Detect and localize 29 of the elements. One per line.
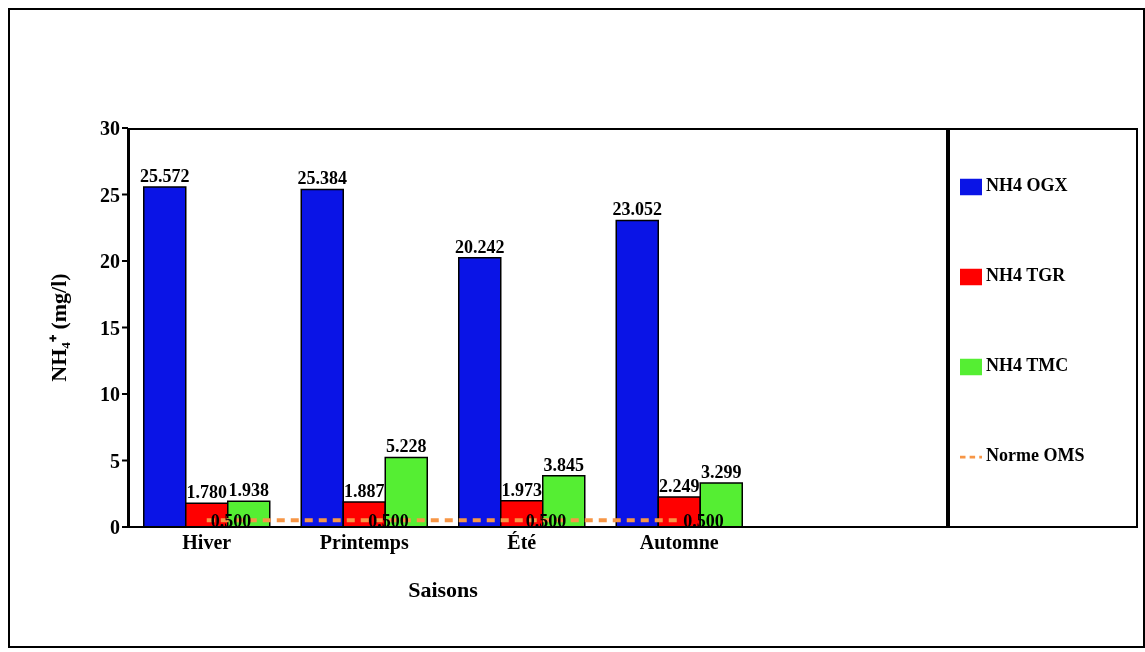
y-tick-label: 0: [110, 516, 120, 539]
legend-label: NH4 OGX: [986, 175, 1068, 195]
legend-label: NH4 TMC: [986, 355, 1069, 375]
data-label: 3.299: [701, 462, 742, 483]
legend-label: NH4 TGR: [986, 265, 1066, 285]
data-label: 1.780: [186, 482, 227, 503]
x-tick-label: Automne: [639, 531, 719, 554]
y-tick-label: 30: [100, 117, 120, 140]
data-label: 3.845: [543, 454, 584, 475]
x-tick-label: Été: [507, 531, 537, 554]
data-label: 1.973: [501, 479, 542, 500]
legend-label: Norme OMS: [986, 445, 1085, 465]
data-label: 25.572: [140, 165, 190, 186]
data-label: 25.384: [297, 168, 347, 189]
data-label: 20.242: [455, 236, 505, 257]
y-tick-label: 20: [100, 250, 120, 273]
x-tick-label: Hiver: [182, 531, 232, 554]
data-label: 1.938: [228, 480, 269, 501]
y-tick-label: 5: [110, 449, 120, 472]
y-tick-label: 10: [100, 383, 120, 406]
data-label: 5.228: [386, 436, 427, 457]
data-label: 23.052: [612, 199, 662, 220]
y-axis-title: NH₄⁺ (mg/l): [45, 273, 71, 382]
y-tick-label: 25: [100, 183, 120, 206]
x-axis-title: Saisons: [408, 577, 479, 602]
data-label: 1.887: [344, 480, 385, 501]
x-tick-label: Printemps: [319, 531, 409, 555]
data-label: 2.249: [659, 476, 700, 497]
y-tick-label: 15: [100, 316, 120, 339]
